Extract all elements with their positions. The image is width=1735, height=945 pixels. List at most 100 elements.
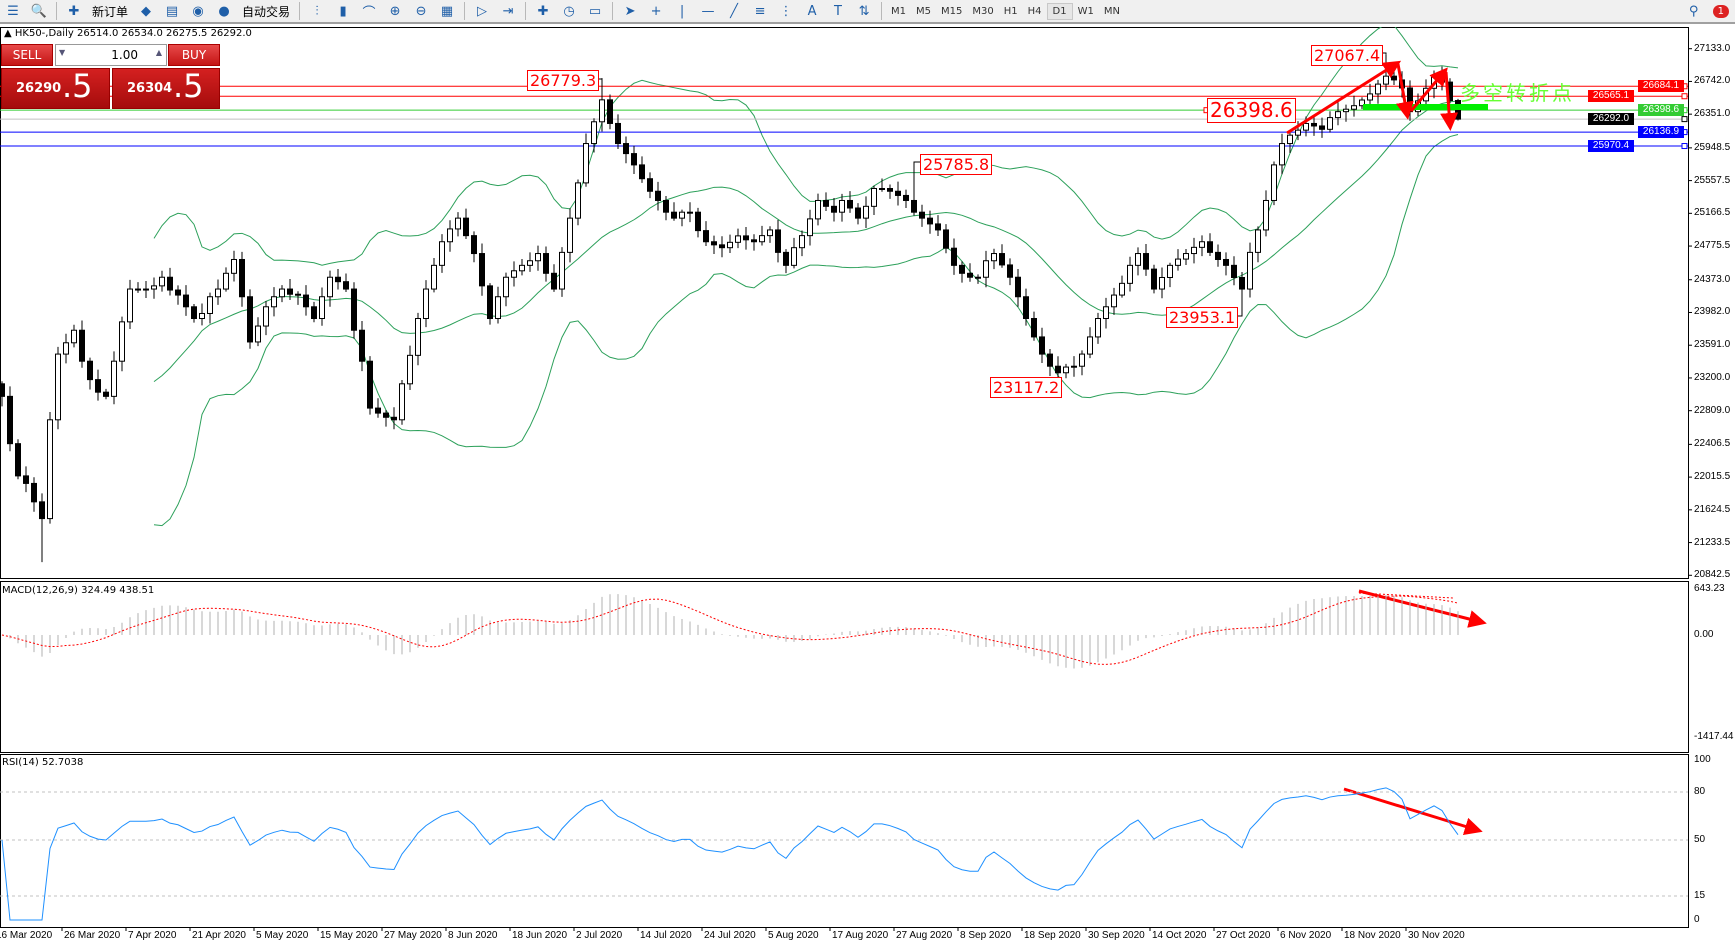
- chart-header: ▲ HK50-,Daily 26514.0 26534.0 26275.5 26…: [4, 28, 252, 39]
- macd-panel-frame: [0, 581, 1689, 753]
- candle: [1031, 318, 1037, 338]
- timeframe-d1[interactable]: D1: [1046, 2, 1073, 20]
- candle: [727, 241, 733, 249]
- text-icon[interactable]: A: [807, 3, 817, 19]
- autoscroll-icon[interactable]: ⇥: [502, 3, 514, 19]
- date-label: 8 Jun 2020: [448, 930, 498, 941]
- trendline-icon[interactable]: ╱: [730, 3, 738, 19]
- candle: [111, 360, 117, 397]
- vertical-line-icon[interactable]: |: [679, 3, 685, 19]
- candle: [679, 211, 685, 219]
- timeframe-mn[interactable]: MN: [1103, 5, 1120, 17]
- timeframe-w1[interactable]: W1: [1077, 5, 1094, 17]
- candle: [951, 247, 957, 266]
- candle: [823, 199, 829, 207]
- timeframe-h1[interactable]: H1: [1003, 5, 1018, 17]
- timeframe-m15[interactable]: M15: [941, 5, 963, 17]
- candle: [1207, 241, 1213, 253]
- fibo-fan-icon[interactable]: ⋮: [779, 3, 793, 19]
- date-label: 18 Nov 2020: [1344, 930, 1401, 941]
- lot-size-field[interactable]: ▼ 1.00 ▲: [55, 44, 167, 66]
- notification-badge[interactable]: 1: [1712, 4, 1729, 18]
- price-plot: [0, 27, 1688, 563]
- candle: [1327, 117, 1333, 130]
- lot-value[interactable]: 1.00: [111, 48, 138, 62]
- price-axis-label: 24373.0: [1694, 273, 1731, 285]
- candle: [671, 211, 677, 219]
- text-label-icon[interactable]: T: [834, 3, 842, 19]
- auto-trading-button[interactable]: 自动交易: [242, 4, 291, 19]
- line-chart-icon[interactable]: ⌒: [362, 5, 376, 21]
- candle: [1127, 264, 1133, 284]
- candle: [471, 235, 477, 255]
- auto-trading-icon[interactable]: ●: [218, 3, 230, 19]
- candle: [359, 329, 365, 362]
- candle: [343, 281, 349, 290]
- magnifier-doc-icon[interactable]: 🔍: [30, 3, 48, 19]
- date-label: 26 Mar 2020: [64, 930, 121, 941]
- list-icon[interactable]: ☰: [7, 3, 19, 19]
- period-clock-icon[interactable]: ◷: [563, 3, 575, 19]
- macd-axis-label: 643.23: [1694, 582, 1725, 594]
- candle: [1295, 129, 1301, 136]
- price-axis-label: 25948.5: [1694, 141, 1731, 153]
- candle: [135, 288, 141, 291]
- template-icon[interactable]: ▭: [588, 3, 602, 19]
- new-order-button[interactable]: 新订单: [92, 4, 129, 19]
- gold-bars-icon[interactable]: ◆: [141, 3, 152, 19]
- price-annotation: 27067.4: [1311, 45, 1384, 66]
- candle: [895, 190, 901, 196]
- lot-increase-icon[interactable]: ▲: [155, 48, 162, 57]
- candlestick-icon[interactable]: ▮: [339, 3, 347, 19]
- rsi-axis-label: 80: [1694, 786, 1706, 797]
- price-axis-label: 26351.0: [1694, 108, 1731, 120]
- buy-price: 26304: [127, 81, 173, 96]
- arrows-icon[interactable]: ⇅: [858, 3, 870, 19]
- sell-price-button[interactable]: 26290.5: [1, 67, 110, 109]
- timeframe-h4[interactable]: H4: [1027, 5, 1042, 17]
- fibonacci-icon[interactable]: ≡: [754, 3, 766, 19]
- candle: [567, 217, 573, 253]
- candle: [615, 122, 621, 145]
- buy-button[interactable]: BUY: [168, 44, 220, 66]
- zoom-in-icon[interactable]: ⊕: [389, 3, 401, 19]
- timeframe-m5[interactable]: M5: [916, 5, 932, 17]
- candle: [239, 258, 245, 298]
- candle: [791, 247, 797, 266]
- chart-shift-icon[interactable]: ▷: [477, 3, 488, 19]
- candle: [295, 293, 301, 296]
- candle: [1103, 306, 1109, 320]
- horizontal-line-icon[interactable]: —: [701, 3, 715, 19]
- candle: [887, 188, 893, 192]
- buy-price-button[interactable]: 26304.5: [112, 67, 220, 109]
- search-icon[interactable]: ⚲: [1688, 3, 1699, 19]
- add-indicator-icon[interactable]: ✚: [537, 3, 549, 19]
- cursor-icon[interactable]: ➤: [624, 3, 636, 19]
- date-label: 30 Nov 2020: [1408, 930, 1465, 941]
- level-handle: [1681, 143, 1688, 150]
- candle: [1247, 251, 1253, 290]
- candle: [1095, 318, 1101, 338]
- macd-signal-line: [1, 595, 1459, 665]
- candle: [223, 272, 229, 290]
- candle: [839, 199, 845, 213]
- candle: [31, 482, 37, 503]
- crosshair-icon[interactable]: +: [650, 3, 662, 19]
- candle: [1183, 253, 1189, 260]
- timeframe-m30[interactable]: M30: [972, 5, 994, 17]
- zoom-out-icon[interactable]: ⊖: [415, 3, 427, 19]
- sell-button[interactable]: SELL: [1, 44, 53, 66]
- signal-icon[interactable]: ◉: [192, 3, 204, 19]
- candle: [191, 306, 197, 320]
- timeframe-m1[interactable]: M1: [891, 5, 907, 17]
- bar-chart-icon[interactable]: ⫶: [315, 3, 319, 19]
- new-order-icon[interactable]: ✚: [68, 3, 80, 19]
- tile-windows-icon[interactable]: ▦: [440, 3, 454, 19]
- lot-decrease-icon[interactable]: ▼: [59, 48, 66, 57]
- pivot-note: 多空转折点: [1460, 81, 1575, 105]
- candle: [1047, 353, 1053, 367]
- terminal-icon[interactable]: ▤: [165, 3, 179, 19]
- date-label: 24 Jul 2020: [704, 930, 756, 941]
- candle: [1223, 258, 1229, 266]
